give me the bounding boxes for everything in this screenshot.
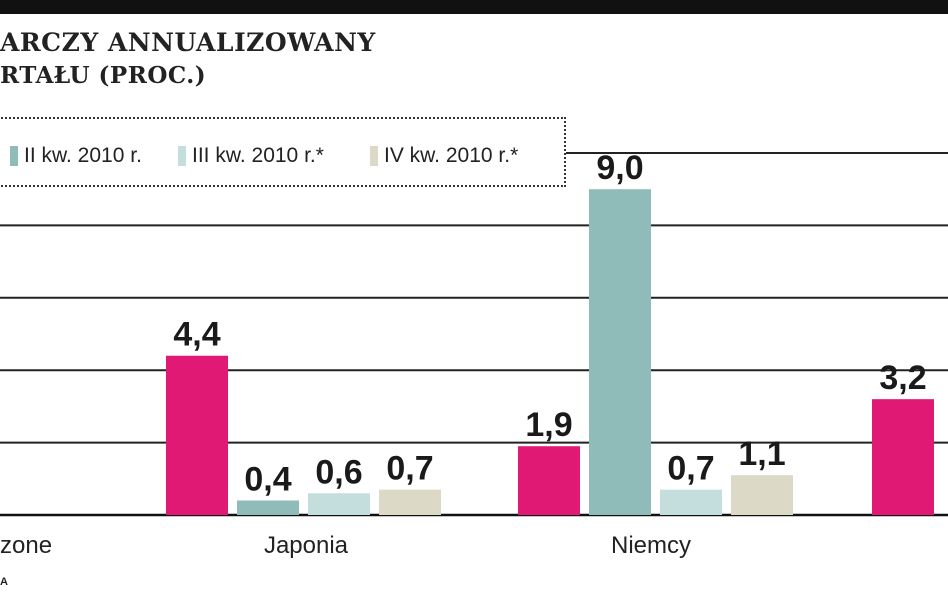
legend-label-q2: II kw. 2010 r. [24,144,142,167]
data-label: 0,4 [244,461,291,499]
legend-item-q4: IV kw. 2010 r.* [370,144,518,168]
legend-swatch-q4 [370,146,378,166]
data-label: 0,7 [667,450,714,488]
bar [660,489,722,515]
chart-subtitle: RTAŁU (PROC.) [0,62,207,89]
bar [166,355,228,515]
legend-label-q4: IV kw. 2010 r.* [384,144,519,167]
category-label: Niemcy [611,532,691,559]
data-label: 0,6 [315,453,362,491]
data-label: 4,4 [173,316,220,354]
bar [379,489,441,515]
source-note: A [0,576,8,588]
data-label: 1,1 [738,435,785,473]
bar [731,475,793,515]
data-label: 9,0 [596,149,643,187]
legend-swatch-q3 [178,146,186,166]
bar [518,446,580,515]
top-bar [0,0,948,14]
legend-item-q3: III kw. 2010 r.* [178,144,324,168]
bar [237,500,299,515]
category-label: Japonia [264,532,349,559]
data-label: 0,7 [386,450,433,488]
bar [589,189,651,515]
legend-label-q3: III kw. 2010 r.* [192,144,324,167]
legend-swatch-q2 [10,146,18,166]
data-label: 3,2 [879,359,926,397]
bar [872,399,934,515]
legend-item-q2: II kw. 2010 r. [10,144,142,168]
chart-title: ARCZY ANNUALIZOWANY [0,28,376,57]
legend: II kw. 2010 r. III kw. 2010 r.* IV kw. 2… [0,117,566,187]
data-label: 1,9 [525,406,572,444]
category-label: zone [0,532,52,559]
bar [308,493,370,515]
